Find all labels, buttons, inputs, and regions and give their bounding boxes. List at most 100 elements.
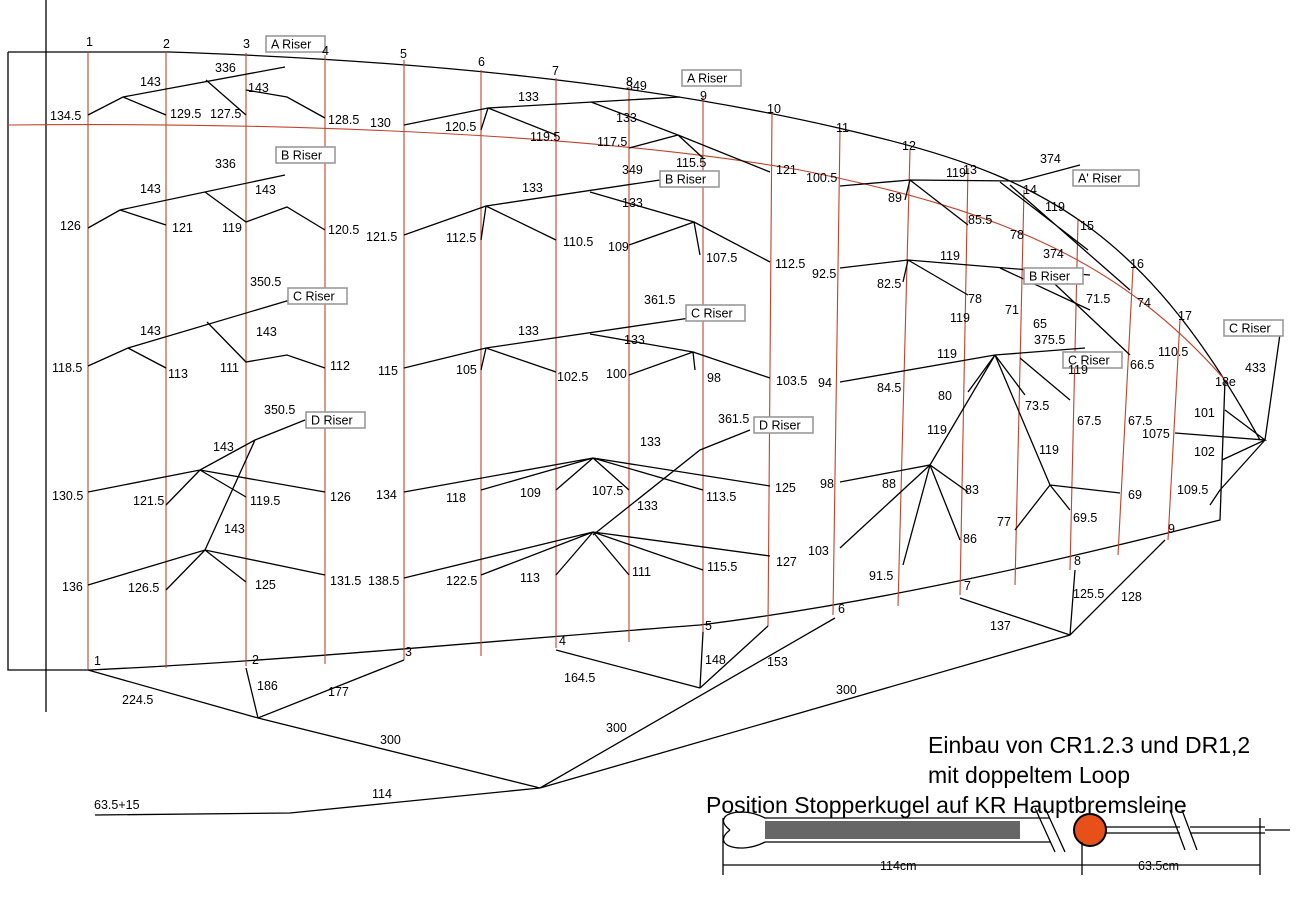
c-level-label: 113: [168, 367, 188, 381]
c-level-label: 73.5: [1025, 399, 1049, 413]
b-level-label: 121: [172, 221, 193, 235]
b-level-label: 82.5: [877, 277, 901, 291]
c-level-label: 84.5: [877, 381, 901, 395]
brake-level-label: 164.5: [564, 671, 595, 685]
brake-lines: [87, 539, 1166, 816]
rib-numbers-bottom-label: 9: [1168, 522, 1175, 536]
c-level-label: 361.5: [644, 293, 675, 307]
b-level-label: 74: [1137, 296, 1151, 310]
d-level-label: 118: [446, 491, 466, 505]
riser-tag-label: D Riser: [759, 419, 801, 433]
brake-level-label: 186: [257, 679, 278, 693]
rib-numbers-bottom-label: 6: [838, 602, 845, 616]
d-level-label: 98: [820, 477, 834, 491]
brake-level-label: 300: [836, 683, 857, 697]
a-level-label: 129.5: [170, 107, 201, 121]
a-level-label: 127.5: [210, 107, 241, 121]
riser-tag-label: D Riser: [311, 414, 353, 428]
b-level-label: 133: [522, 181, 543, 195]
b-level-label: 107.5: [706, 251, 737, 265]
c-level-lines: [87, 299, 1086, 486]
d-level-label: 119.5: [250, 494, 280, 508]
a-level-label: 374: [1043, 247, 1064, 261]
d-level-label: 143: [224, 522, 245, 536]
sleeve-icon: [765, 821, 1020, 839]
d-level-label: 113.5: [706, 490, 736, 504]
b-level-label: 133: [622, 196, 643, 210]
d-level-label: 107.5: [592, 484, 623, 498]
rib-numbers-top-label: 1: [86, 35, 93, 49]
rib-numbers-top-label: 17: [1178, 309, 1192, 323]
rib-numbers-bottom-label: 1: [94, 654, 101, 668]
rib-numbers-top-label: 16: [1130, 257, 1144, 271]
b-level-label: 143: [140, 182, 161, 196]
c-level-label: 350.5: [250, 275, 281, 289]
riser-tag-box: [287, 287, 348, 305]
a-level-label: 336: [215, 61, 236, 75]
rib-numbers-top-label: 9: [700, 89, 707, 103]
riser-tag-box: [1062, 351, 1123, 369]
riser-tag-box: [1223, 319, 1284, 337]
c-level-label: 105: [456, 363, 477, 377]
a-level-label: 115.5: [676, 156, 706, 170]
d-level-label: 126.5: [128, 581, 159, 595]
c-level-label: 109.5: [1177, 483, 1208, 497]
rib-numbers-top-label: 2: [163, 37, 170, 51]
b-level-lines: [87, 174, 1131, 356]
b-level-label: 112.5: [775, 257, 805, 271]
d-level-label: 83: [965, 483, 979, 497]
d-level-label: 122.5: [446, 574, 477, 588]
d-level-label: 131.5: [330, 574, 361, 588]
a-level-lines: [87, 66, 1131, 291]
c-level-label: 118.5: [52, 361, 82, 375]
riser-tag-label: A' Riser: [1078, 172, 1121, 186]
riser-tag-box: [753, 416, 814, 434]
b-level-label: 71.5: [1086, 292, 1110, 306]
stopper-ball-icon: [1073, 813, 1107, 847]
d-level-label: 126: [330, 490, 351, 504]
c-level-label: 143: [140, 324, 161, 338]
dim-right-label: 63.5cm: [1138, 859, 1179, 873]
c-level-label: 98: [707, 371, 721, 385]
a-level-label: 130: [370, 116, 391, 130]
d-level-label: 77: [997, 515, 1011, 529]
b-level-label: 349: [622, 163, 643, 177]
b-level-label: 120.5: [328, 223, 359, 237]
d-level-label: 130.5: [52, 489, 83, 503]
c-level-label: 110.5: [1158, 345, 1188, 359]
rib-numbers-top-label: 4: [322, 44, 329, 58]
a-level-label: 349: [626, 79, 647, 93]
d-level-label: 125: [775, 481, 796, 495]
d-level-label: 91.5: [869, 569, 893, 583]
rib-numbers-bottom-label: 3: [405, 645, 412, 659]
rib-numbers-top-label: 13: [963, 163, 977, 177]
b-level-label: 336: [215, 157, 236, 171]
riser-tag-label: B Riser: [1029, 270, 1070, 284]
c-level-label: 65: [1033, 317, 1047, 331]
c-level-label: 115: [378, 364, 398, 378]
a-level-label: 134.5: [50, 109, 81, 123]
d-level-label: 125: [255, 578, 276, 592]
c-level-label: 375.5: [1034, 333, 1065, 347]
a-level-label: 119: [946, 166, 966, 180]
brake-level-label: 148: [705, 653, 726, 667]
c-level-label: 67.5: [1128, 414, 1152, 428]
a-level-label: 143: [248, 81, 269, 95]
rib-numbers-bottom-label: 4: [559, 634, 566, 648]
riser-tag-box: [1072, 169, 1140, 187]
b-level-label: 78: [968, 292, 982, 306]
a-level-label: 119.5: [530, 130, 560, 144]
riser-tag-box: [659, 170, 720, 188]
c-level-label: 1075: [1142, 427, 1170, 441]
riser-tags: A Riser A Riser B Riser B Riser C Riser C Ris…: [265, 35, 1284, 434]
brake-level-label: 137: [990, 619, 1011, 633]
brake-level-label: 63.5+15: [94, 798, 140, 812]
note-line-1: Einbau von CR1.2.3 und DR1,2: [928, 732, 1251, 758]
a-level-label: 100.5: [806, 171, 837, 185]
c-level-label: 433: [1245, 361, 1266, 375]
d-level-label: 119: [927, 423, 947, 437]
d-level-label: 69.5: [1073, 511, 1097, 525]
c-level-label: 94: [818, 376, 832, 390]
c-level-label: 102.5: [557, 370, 588, 384]
